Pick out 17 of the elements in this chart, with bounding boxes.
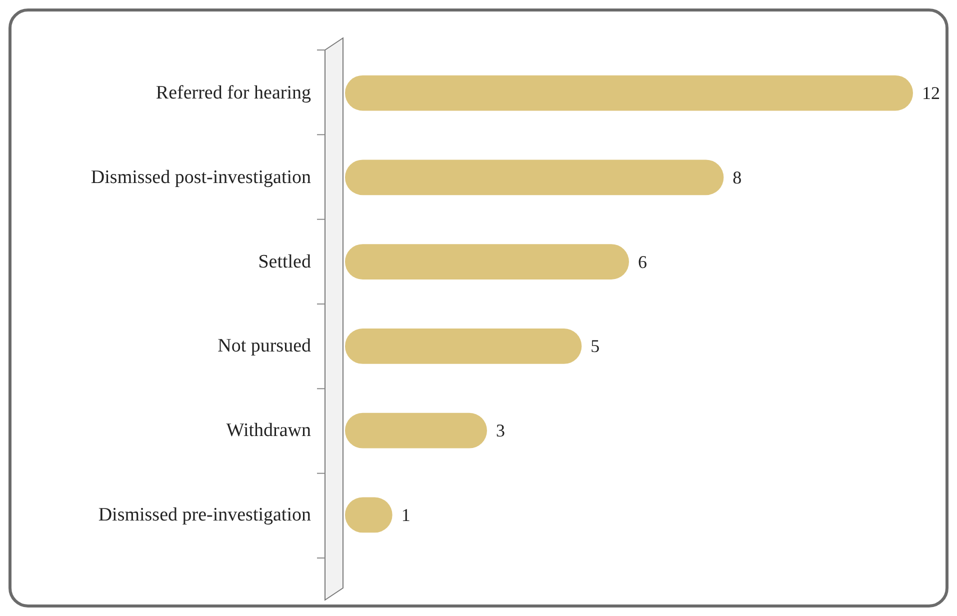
data-label: 3 [496,420,505,441]
bar [345,244,629,280]
y-tick-label: Referred for hearing [156,82,312,104]
bar [345,160,724,196]
data-label: 1 [401,504,410,525]
y-tick-label: Dismissed post-investigation [90,166,312,188]
bar [345,412,487,448]
data-label: 5 [590,336,600,356]
y-tick-label: Not pursued [218,336,312,357]
data-label: 12 [922,83,940,104]
data-label: 8 [732,167,742,188]
y-tick-label: Dismissed pre-investigation [98,504,312,526]
y-tick-label: Withdrawn [226,420,312,442]
bar [345,75,913,111]
data-label: 6 [638,252,647,272]
bar [345,328,582,364]
y-tick-label: Settled [258,251,312,272]
